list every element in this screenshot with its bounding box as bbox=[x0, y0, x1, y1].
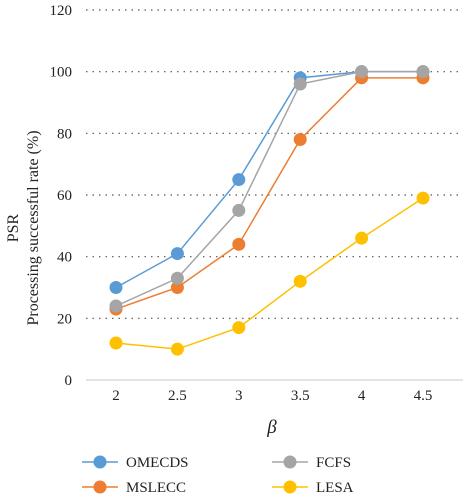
point-lesa-2.5 bbox=[170, 342, 184, 356]
legend-marker-fcfs bbox=[283, 455, 297, 469]
legend-marker-lesa bbox=[283, 480, 297, 494]
point-lesa-4 bbox=[355, 231, 369, 245]
legend-marker-mslecc bbox=[93, 480, 107, 494]
x-tick-label-2: 2 bbox=[112, 388, 120, 404]
legend-item-lesa: LESA bbox=[272, 480, 354, 496]
legend-label-mslecc: MSLECC bbox=[126, 480, 186, 496]
y-tick-label-60: 60 bbox=[57, 188, 72, 204]
series-line-fcfs bbox=[115, 70, 423, 307]
point-omecds-2.5 bbox=[170, 247, 184, 261]
legend-label-lesa: LESA bbox=[316, 480, 354, 496]
x-tick-label-3: 3 bbox=[235, 388, 243, 404]
point-lesa-3 bbox=[232, 321, 246, 335]
point-lesa-3.5 bbox=[293, 274, 307, 288]
series-line-omecds bbox=[115, 70, 423, 289]
series-line-mslecc bbox=[115, 77, 423, 310]
x-tick-labels: 2 2.5 3 3.5 4 4.5 bbox=[112, 388, 432, 404]
series-line-lesa bbox=[115, 197, 424, 350]
point-omecds-3 bbox=[232, 173, 246, 187]
legend-item-fcfs: FCFS bbox=[272, 455, 351, 471]
point-mslecc-2.5 bbox=[170, 281, 184, 294]
y-axis-label-line2: Processing successful rate (%) bbox=[25, 130, 42, 325]
legend: OMECDS FCFS MSLECC LESA bbox=[82, 455, 354, 496]
point-fcfs-4 bbox=[355, 65, 369, 79]
y-axis-label-line1: PSR bbox=[5, 213, 22, 242]
legend-item-omecds: OMECDS bbox=[82, 455, 189, 471]
legend-item-mslecc: MSLECC bbox=[82, 480, 186, 496]
legend-label-omecds: OMECDS bbox=[126, 455, 189, 471]
point-mslecc-3 bbox=[232, 237, 246, 251]
point-lesa-2 bbox=[109, 336, 123, 350]
y-tick-label-40: 40 bbox=[57, 250, 72, 266]
y-tick-labels: 0 20 40 60 80 100 120 bbox=[50, 3, 73, 389]
point-mslecc-3.5 bbox=[293, 133, 307, 146]
point-fcfs-3.5 bbox=[293, 77, 307, 91]
x-tick-label-3.5: 3.5 bbox=[291, 388, 310, 404]
legend-label-fcfs: FCFS bbox=[316, 455, 351, 471]
point-omecds-2 bbox=[109, 281, 123, 294]
point-fcfs-2 bbox=[109, 299, 123, 313]
point-fcfs-2.5 bbox=[170, 271, 184, 285]
y-tick-label-100: 100 bbox=[50, 65, 73, 81]
point-lesa-4.5 bbox=[416, 191, 430, 205]
point-fcfs-4.5 bbox=[416, 65, 430, 79]
x-axis-label: β bbox=[266, 417, 277, 438]
x-tick-label-4.5: 4.5 bbox=[414, 388, 433, 404]
y-tick-label-80: 80 bbox=[57, 126, 72, 142]
grid-lines bbox=[86, 9, 463, 319]
point-fcfs-3 bbox=[232, 203, 246, 217]
series-points bbox=[109, 65, 430, 356]
x-tick-label-4: 4 bbox=[358, 388, 366, 404]
legend-marker-omecds bbox=[93, 455, 107, 469]
y-tick-label-120: 120 bbox=[50, 3, 73, 19]
x-tick-label-2.5: 2.5 bbox=[168, 388, 187, 404]
y-tick-label-20: 20 bbox=[57, 311, 72, 327]
series-lines bbox=[115, 70, 424, 350]
y-tick-label-0: 0 bbox=[65, 373, 73, 389]
